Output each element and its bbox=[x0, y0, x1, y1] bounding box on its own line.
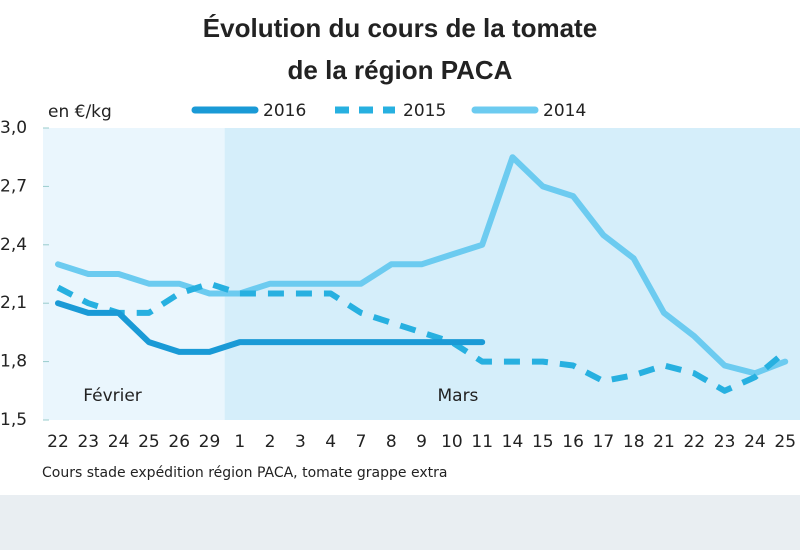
x-tick-label: 18 bbox=[623, 432, 645, 452]
x-tick-label: 14 bbox=[502, 432, 524, 452]
legend-label: 2014 bbox=[543, 101, 586, 121]
x-tick-label: 24 bbox=[744, 432, 766, 452]
chart-title: Évolution du cours de la tomate bbox=[203, 13, 597, 43]
legend-label: 2016 bbox=[263, 101, 306, 121]
x-tick-label: 22 bbox=[683, 432, 705, 452]
plot-bg-feb bbox=[43, 128, 225, 420]
y-tick-label: 1,8 bbox=[0, 352, 27, 372]
series-line bbox=[55, 300, 486, 355]
x-tick-label: 21 bbox=[653, 432, 675, 452]
x-tick-label: 9 bbox=[416, 432, 427, 452]
x-tick-label: 25 bbox=[774, 432, 796, 452]
x-tick-label: 23 bbox=[714, 432, 736, 452]
x-tick-label: 3 bbox=[295, 432, 306, 452]
x-tick-label: 24 bbox=[108, 432, 130, 452]
x-tick-label: 25 bbox=[138, 432, 160, 452]
x-tick-label: 22 bbox=[47, 432, 69, 452]
x-tick-label: 1 bbox=[234, 432, 245, 452]
y-tick-label: 2,1 bbox=[0, 293, 27, 313]
y-axis-label: en €/kg bbox=[48, 102, 112, 122]
x-tick-label: 2 bbox=[265, 432, 276, 452]
y-tick-label: 1,5 bbox=[0, 410, 27, 430]
x-tick-label: 15 bbox=[532, 432, 554, 452]
legend-label: 2015 bbox=[403, 101, 446, 121]
series-line bbox=[55, 154, 789, 377]
x-tick-label: 7 bbox=[356, 432, 367, 452]
x-tick-label: 10 bbox=[441, 432, 463, 452]
chart-subtitle: de la région PACA bbox=[288, 55, 513, 85]
x-tick-label: 29 bbox=[199, 432, 221, 452]
y-tick-label: 3,0 bbox=[0, 118, 27, 138]
x-tick-label: 23 bbox=[77, 432, 99, 452]
annotation: Février bbox=[83, 386, 142, 406]
x-tick-label: 8 bbox=[386, 432, 397, 452]
x-tick-label: 26 bbox=[168, 432, 190, 452]
footnote: Cours stade expédition région PACA, toma… bbox=[42, 465, 447, 481]
x-tick-label: 16 bbox=[562, 432, 584, 452]
annotation: Mars bbox=[437, 386, 478, 406]
x-tick-label: 11 bbox=[471, 432, 493, 452]
x-tick-label: 4 bbox=[325, 432, 336, 452]
x-tick-label: 17 bbox=[593, 432, 615, 452]
plot-bg-mar bbox=[224, 128, 800, 420]
y-tick-label: 2,4 bbox=[0, 235, 27, 255]
y-tick-label: 2,7 bbox=[0, 176, 27, 196]
page-footer-bg bbox=[0, 495, 800, 550]
